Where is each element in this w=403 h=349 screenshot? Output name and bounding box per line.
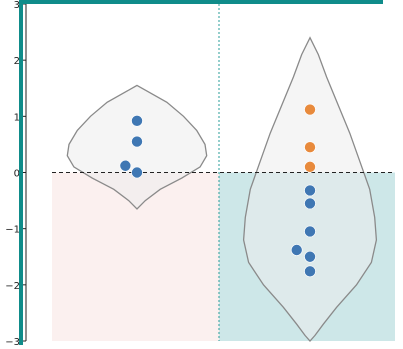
data-point-1-2	[131, 135, 143, 148]
y-tick-label-1: −3	[5, 337, 20, 345]
data-point-2-8	[304, 250, 316, 263]
data-point-2-9	[304, 265, 316, 278]
data-point-1-1	[131, 115, 143, 127]
y-tick-label-7: 3	[14, 0, 20, 11]
y-tick-label-5: 1	[14, 112, 20, 123]
data-point-2-4	[304, 184, 316, 197]
frame-left-edge	[19, 0, 23, 345]
y-tick-label-3: −1	[5, 225, 20, 236]
data-point-2-5	[304, 197, 316, 210]
data-point-2-1	[304, 103, 316, 116]
frame-top-edge	[19, 0, 383, 4]
data-point-2-3	[304, 161, 316, 173]
y-tick-label-4: 0	[14, 169, 20, 180]
data-point-2-7	[290, 244, 303, 256]
data-point-1-3	[119, 159, 132, 172]
data-point-1-4	[131, 166, 143, 179]
data-point-2-6	[304, 225, 316, 238]
y-tick-label-2: −2	[5, 281, 20, 292]
data-point-2-2	[304, 141, 316, 154]
y-tick-label-6: 2	[14, 56, 20, 67]
